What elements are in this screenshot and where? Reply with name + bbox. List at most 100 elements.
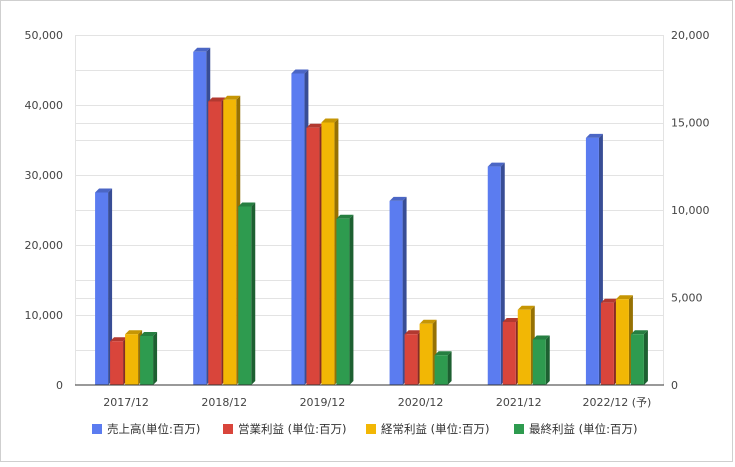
- bar-top-face: [193, 47, 211, 52]
- bars: [95, 47, 648, 386]
- x-axis-tick-label: 2020/12: [398, 396, 444, 409]
- x-axis-tick-label: 2019/12: [300, 396, 346, 409]
- bar-front-face: [321, 122, 335, 385]
- bar[interactable]: [95, 188, 113, 386]
- bar-top-face: [630, 330, 648, 335]
- bar[interactable]: [336, 214, 354, 385]
- bar[interactable]: [193, 47, 211, 386]
- right-y-axis: 0 5,000 10,000 15,000 20,000: [671, 29, 710, 392]
- bar-top-face: [223, 95, 241, 100]
- bar-front-face: [419, 323, 433, 385]
- legend-label: 最終利益 (単位:百万): [529, 422, 638, 436]
- left-axis-tick-label: 20,000: [25, 239, 64, 252]
- legend-swatch: [366, 424, 376, 434]
- bar-front-face: [630, 334, 644, 385]
- bar-front-face: [615, 299, 629, 385]
- bar[interactable]: [615, 295, 633, 385]
- bar[interactable]: [321, 118, 339, 386]
- bar-top-face: [306, 123, 324, 128]
- bar[interactable]: [306, 123, 324, 385]
- bar-side-face: [447, 351, 452, 385]
- legend-item[interactable]: 売上高(単位:百万): [92, 422, 200, 436]
- bar-top-face: [321, 118, 339, 123]
- bar[interactable]: [502, 318, 520, 385]
- bar[interactable]: [434, 351, 452, 385]
- bar[interactable]: [140, 332, 158, 385]
- bar[interactable]: [600, 298, 618, 385]
- bar-top-face: [140, 332, 158, 336]
- bar-top-face: [517, 305, 535, 310]
- bar-front-face: [193, 51, 207, 386]
- left-axis-tick-label: 40,000: [25, 99, 64, 112]
- right-axis-tick-label: 10,000: [671, 204, 710, 217]
- bar-top-face: [532, 335, 550, 340]
- bar-front-face: [600, 302, 614, 385]
- legend-swatch: [514, 424, 524, 434]
- bar[interactable]: [532, 335, 550, 386]
- bar-front-face: [487, 166, 501, 385]
- right-axis-tick-label: 15,000: [671, 117, 710, 130]
- bar[interactable]: [517, 305, 535, 385]
- right-axis-tick-label: 0: [671, 379, 678, 392]
- bar-front-face: [95, 192, 109, 385]
- bar-top-face: [389, 196, 407, 201]
- bar[interactable]: [223, 95, 241, 385]
- bar-front-face: [140, 336, 154, 385]
- gridlines: [75, 35, 664, 385]
- bar-front-face: [336, 218, 350, 385]
- bar[interactable]: [419, 319, 437, 385]
- bar-front-face: [434, 355, 448, 385]
- bar-front-face: [517, 309, 531, 385]
- bar-side-face: [251, 202, 256, 385]
- bar-front-face: [238, 206, 252, 385]
- bar-top-face: [615, 295, 633, 300]
- bar[interactable]: [125, 330, 143, 385]
- legend[interactable]: 売上高(単位:百万) 営業利益 (単位:百万) 経常利益 (単位:百万) 最終利益 (…: [92, 422, 638, 436]
- bar[interactable]: [110, 337, 128, 385]
- bar-top-face: [404, 330, 422, 335]
- legend-swatch: [223, 424, 233, 434]
- bar-side-face: [545, 335, 550, 385]
- bar-front-face: [389, 200, 403, 385]
- left-axis-tick-label: 10,000: [25, 309, 64, 322]
- x-axis-tick-label: 2021/12: [496, 396, 542, 409]
- bar-front-face: [502, 322, 516, 385]
- right-axis-tick-label: 5,000: [671, 292, 703, 305]
- bar-front-face: [223, 99, 237, 385]
- bar-top-face: [502, 318, 520, 322]
- bar-side-face: [108, 188, 113, 385]
- bar-side-face: [153, 332, 158, 385]
- x-axis-tick-label: 2017/12: [103, 396, 149, 409]
- bar-side-face: [643, 330, 648, 385]
- bar[interactable]: [208, 97, 226, 386]
- bar-top-face: [487, 162, 505, 167]
- bar[interactable]: [487, 162, 505, 385]
- left-axis-tick-label: 50,000: [25, 29, 64, 42]
- bar[interactable]: [585, 133, 603, 385]
- left-axis-tick-label: 30,000: [25, 169, 64, 182]
- legend-label: 経常利益 (単位:百万): [381, 422, 490, 436]
- bar-top-face: [125, 330, 143, 335]
- legend-item[interactable]: 最終利益 (単位:百万): [514, 422, 638, 436]
- bar-side-face: [349, 214, 354, 385]
- bar-front-face: [306, 127, 320, 385]
- bar-top-face: [600, 298, 618, 303]
- bar[interactable]: [291, 69, 309, 386]
- bar[interactable]: [389, 196, 407, 385]
- bar-top-face: [208, 97, 226, 102]
- bar-top-face: [419, 319, 437, 324]
- x-axis-tick-label: 2022/12 (予): [583, 396, 652, 409]
- legend-swatch: [92, 424, 102, 434]
- bar-top-face: [291, 69, 309, 74]
- bar-top-face: [585, 133, 603, 138]
- bar[interactable]: [238, 202, 256, 386]
- left-y-axis: 0 10,000 20,000 30,000 40,000 50,000: [25, 29, 64, 392]
- legend-label: 営業利益 (単位:百万): [238, 422, 347, 436]
- bar-top-face: [238, 202, 256, 207]
- legend-item[interactable]: 経常利益 (単位:百万): [366, 422, 490, 436]
- bar-front-face: [110, 341, 124, 385]
- bar[interactable]: [404, 330, 422, 385]
- legend-item[interactable]: 営業利益 (単位:百万): [223, 422, 347, 436]
- bar[interactable]: [630, 330, 648, 385]
